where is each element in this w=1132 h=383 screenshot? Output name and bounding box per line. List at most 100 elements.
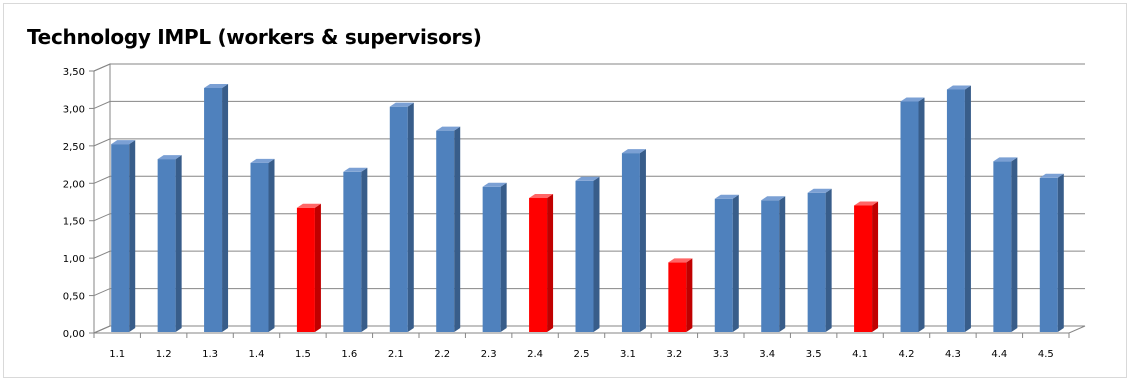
bar-side-1.6: [361, 167, 368, 332]
bar-side-2.5: [593, 176, 600, 332]
bar-4.2: [900, 101, 919, 333]
bar-3.2: [668, 262, 687, 332]
x-tick-label-1.4: 1.4: [249, 349, 265, 360]
bar-side-1.2: [175, 155, 182, 332]
x-tick-label-4.3: 4.3: [945, 349, 961, 360]
bar-top-4.5: [1039, 173, 1064, 178]
bar-top-3.4: [761, 196, 786, 201]
x-tick-label-1.2: 1.2: [156, 349, 172, 360]
bar-2.3: [482, 186, 501, 332]
bar-3.4: [761, 200, 780, 332]
bar-top-3.3: [714, 194, 739, 199]
gridline: [93, 288, 1085, 297]
y-tick-label: 3,50: [63, 67, 85, 78]
bar-side-3.3: [732, 194, 739, 332]
x-tick-label-1.5: 1.5: [295, 349, 311, 360]
bar-side-4.1: [872, 201, 879, 332]
bar-3.5: [807, 192, 826, 332]
gridline: [93, 250, 1085, 259]
y-tick-label: 1,50: [63, 217, 85, 228]
bar-side-3.4: [779, 196, 786, 332]
gridline: [93, 63, 1085, 72]
x-tick-label-3.3: 3.3: [713, 349, 729, 360]
bar-top-2.2: [436, 126, 461, 131]
bar-side-2.4: [547, 194, 554, 332]
bar-top-1.4: [250, 158, 275, 163]
x-tick-label-4.4: 4.4: [991, 349, 1007, 360]
x-tick-label-3.2: 3.2: [666, 349, 682, 360]
bar-1.2: [157, 159, 176, 332]
gridline: [93, 175, 1085, 184]
x-tick-label-1.6: 1.6: [341, 349, 357, 360]
bar-side-2.2: [454, 126, 461, 332]
x-tick-label-2.5: 2.5: [574, 349, 590, 360]
gridline: [93, 100, 1085, 109]
bar-side-4.2: [918, 97, 925, 333]
bar-top-1.1: [111, 140, 136, 145]
bar-top-2.5: [575, 176, 600, 181]
x-tick-label-1.3: 1.3: [202, 349, 218, 360]
bar-top-3.2: [668, 258, 693, 263]
bar-top-3.1: [621, 149, 646, 154]
bar-top-1.6: [343, 167, 368, 172]
bar-top-4.3: [946, 85, 971, 90]
chart-title: Technology IMPL (workers & supervisors): [27, 25, 482, 49]
bar-4.4: [993, 161, 1012, 332]
bar-side-1.1: [129, 140, 136, 332]
bar-side-3.2: [686, 258, 693, 332]
bar-1.6: [343, 171, 362, 332]
x-tick-label-2.2: 2.2: [434, 349, 450, 360]
bar-4.3: [946, 89, 965, 333]
chart-frame: [3, 3, 1127, 378]
bar-top-4.4: [993, 157, 1018, 162]
bar-side-3.5: [825, 188, 832, 332]
y-tick-label: 3,00: [63, 104, 85, 115]
x-tick-label-2.3: 2.3: [481, 349, 497, 360]
x-tick-label-3.1: 3.1: [620, 349, 636, 360]
y-tick-label: 0,00: [63, 329, 85, 340]
bar-side-4.4: [1011, 157, 1018, 332]
bar-3.1: [621, 153, 640, 332]
y-tick-label: 2,00: [63, 179, 85, 190]
x-tick-label-2.4: 2.4: [527, 349, 543, 360]
side-wall: [93, 63, 111, 334]
bar-4.1: [854, 205, 873, 332]
bar-2.4: [529, 198, 548, 332]
bar-1.3: [204, 87, 223, 332]
bar-top-1.3: [204, 83, 229, 88]
bar-top-1.2: [157, 155, 182, 160]
x-tick-label-4.2: 4.2: [899, 349, 915, 360]
x-tick-label-4.5: 4.5: [1038, 349, 1054, 360]
bar-top-2.4: [529, 194, 554, 199]
x-tick-label-2.1: 2.1: [388, 349, 404, 360]
x-tick-label-4.1: 4.1: [852, 349, 868, 360]
bar-side-1.4: [268, 158, 275, 332]
bar-side-2.3: [500, 182, 507, 332]
bar-top-2.3: [482, 182, 507, 187]
bar-2.2: [436, 130, 455, 332]
bar-2.5: [575, 180, 594, 332]
bar-1.4: [250, 162, 269, 332]
bar-top-4.2: [900, 97, 925, 102]
gridline: [93, 325, 1085, 334]
bar-3.3: [714, 198, 733, 332]
bar-side-1.3: [222, 83, 229, 332]
bar-1.1: [111, 144, 130, 332]
x-tick-label-1.1: 1.1: [109, 349, 125, 360]
bar-top-4.1: [854, 201, 879, 206]
y-tick-label: 2,50: [63, 142, 85, 153]
bar-2.1: [389, 106, 408, 332]
bar-side-4.3: [964, 85, 971, 333]
x-tick-label-3.5: 3.5: [806, 349, 822, 360]
x-tick-label-3.4: 3.4: [759, 349, 775, 360]
y-tick-label: 1,00: [63, 254, 85, 265]
bar-top-2.1: [389, 102, 414, 107]
gridline: [93, 138, 1085, 147]
bar-4.5: [1039, 177, 1058, 332]
bar-side-4.5: [1057, 173, 1064, 332]
bar-side-3.1: [639, 149, 646, 332]
bar-1.5: [296, 207, 315, 332]
bar-top-1.5: [296, 203, 321, 208]
bar-side-2.1: [407, 102, 414, 332]
